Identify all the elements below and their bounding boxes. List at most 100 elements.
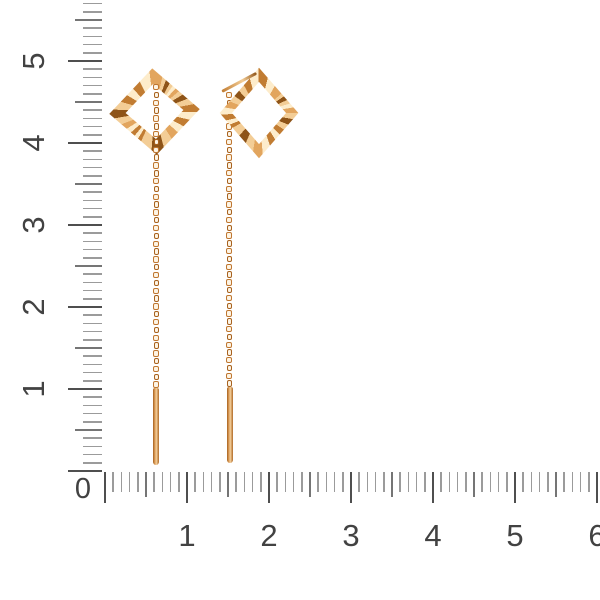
ruler-tick [83, 396, 102, 398]
ruler-tick [325, 472, 328, 492]
ruler-tick [137, 472, 139, 492]
chain-link [226, 162, 232, 169]
ruler-tick [186, 472, 188, 503]
ruler-tick [112, 472, 114, 492]
ruler-tick [309, 472, 311, 497]
ruler-tick [83, 281, 102, 284]
ruler-tick [292, 472, 295, 492]
ruler-tick [68, 224, 102, 226]
ruler-tick [399, 472, 401, 492]
ruler-tick [83, 191, 102, 193]
ruler-tick [514, 472, 516, 503]
chain-link [226, 138, 232, 146]
chain-link [153, 271, 159, 279]
ruler-tick [83, 437, 102, 439]
chain-link [226, 318, 232, 325]
ruler-tick [83, 2, 102, 5]
ruler-tick [391, 472, 393, 497]
chain-link [226, 372, 232, 380]
ruler-tick [128, 472, 131, 492]
chain-link [153, 295, 159, 302]
ruler-tick [83, 125, 102, 128]
chain-link [226, 357, 232, 364]
earring-right-frame-hole [231, 81, 287, 145]
ruler-tick [83, 134, 102, 136]
ruler-tick [83, 43, 102, 46]
chain-link [226, 232, 232, 239]
chain-link [226, 185, 232, 192]
chain-link [226, 255, 232, 263]
ruler-tick [83, 199, 102, 202]
ruler-label: 5 [506, 518, 524, 553]
chain-link [153, 256, 159, 263]
ruler-tick [68, 306, 102, 308]
ruler-tick [83, 257, 102, 259]
ruler-label: 5 [16, 52, 51, 70]
chain-link [226, 177, 232, 185]
ruler-tick [178, 472, 180, 492]
ruler-tick [555, 472, 557, 497]
ruler-tick [83, 330, 102, 333]
chain-link [153, 373, 159, 381]
ruler-tick [342, 472, 344, 492]
ruler-tick [83, 412, 102, 415]
ruler-tick [83, 371, 102, 374]
ruler-tick [596, 472, 598, 503]
chain-link [153, 91, 159, 99]
earring-left-threader-bar [153, 388, 159, 465]
ruler-tick [448, 472, 451, 492]
ruler-tick [83, 298, 102, 300]
chain-link [226, 224, 232, 231]
chain-link [153, 146, 159, 154]
ruler-tick [276, 472, 278, 492]
chain-link [226, 271, 232, 278]
ruler-tick [358, 472, 360, 492]
ruler-tick [83, 52, 102, 54]
ruler-tick [210, 472, 213, 492]
ruler-label: 6 [588, 518, 600, 553]
ruler-tick [83, 363, 102, 366]
chain-link [153, 334, 159, 341]
ruler-label: 4 [16, 134, 51, 152]
chain-link [226, 216, 232, 224]
ruler-tick [481, 472, 483, 492]
ruler-tick [75, 101, 102, 103]
ruler-label: 3 [342, 518, 360, 553]
ruler-tick [407, 472, 410, 492]
chain-link [153, 130, 159, 138]
ruler-tick [83, 421, 102, 423]
ruler-tick [432, 472, 434, 503]
ruler-tick [83, 150, 102, 152]
chain-link [153, 326, 159, 334]
ruler-tick [83, 117, 102, 120]
chain-link [153, 162, 159, 169]
chain-link [153, 248, 159, 255]
chain-link [153, 123, 159, 130]
chain-link [226, 364, 232, 372]
chain-link [153, 115, 159, 122]
ruler-tick [456, 472, 459, 492]
ruler-tick [202, 472, 205, 492]
ruler-tick [219, 472, 221, 492]
chain-link [153, 357, 159, 365]
ruler-tick [83, 93, 102, 95]
ruler-tick [383, 472, 385, 492]
ruler-tick [83, 462, 102, 464]
ruler-tick [83, 35, 102, 38]
ruler-label: 2 [16, 298, 51, 316]
ruler-tick [169, 472, 172, 492]
chain-link [226, 240, 232, 247]
chain-link [153, 350, 159, 357]
ruler-tick [83, 322, 102, 325]
ruler-tick [284, 472, 287, 492]
chain-link [226, 130, 232, 138]
chain-link [153, 201, 159, 208]
chain-link [153, 342, 159, 349]
ruler-tick [83, 11, 102, 13]
ruler-tick [83, 232, 102, 234]
ruler-tick [83, 380, 102, 382]
ruler-tick [260, 472, 262, 492]
ruler-tick [588, 472, 590, 492]
ruler-tick [83, 445, 102, 448]
